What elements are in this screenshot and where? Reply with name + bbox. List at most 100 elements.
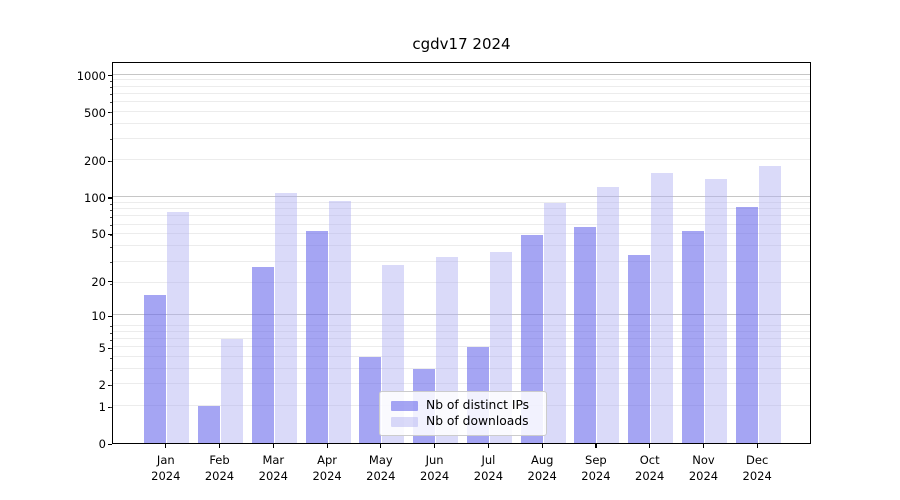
y-minor-tick-mark bbox=[109, 94, 112, 96]
bar-distinct-ips-apr bbox=[305, 231, 328, 443]
x-tick-label-nov: Nov 2024 bbox=[688, 453, 719, 483]
y-minor-tick-mark bbox=[109, 369, 112, 371]
minor-gridline bbox=[113, 100, 810, 102]
bar-distinct-ips-may bbox=[359, 357, 382, 443]
x-tick-mark bbox=[703, 444, 705, 448]
x-tick-label-mar: Mar 2024 bbox=[258, 453, 288, 483]
y-tick-label-100: 100 bbox=[84, 190, 106, 205]
bar-downloads-mar bbox=[274, 193, 297, 443]
bar-downloads-dec bbox=[758, 165, 781, 443]
y-tick-label-1: 1 bbox=[98, 400, 106, 414]
bar-downloads-oct bbox=[651, 173, 674, 443]
x-tick-label-sep: Sep 2024 bbox=[581, 453, 611, 483]
y-minor-tick-mark bbox=[109, 357, 112, 359]
x-tick-mark bbox=[487, 444, 490, 448]
minor-gridline bbox=[113, 110, 810, 112]
x-tick-mark bbox=[434, 444, 436, 448]
y-tick-label-10: 10 bbox=[91, 309, 106, 324]
legend-label-1: Nb of downloads bbox=[426, 414, 529, 428]
x-tick-label-feb: Feb 2024 bbox=[204, 453, 235, 483]
y-minor-tick-mark bbox=[109, 283, 112, 285]
bar-distinct-ips-feb bbox=[198, 406, 220, 443]
legend-label-0: Nb of distinct IPs bbox=[426, 398, 530, 412]
x-tick-mark bbox=[756, 444, 758, 448]
minor-gridline bbox=[113, 346, 810, 348]
y-minor-tick-mark bbox=[109, 112, 112, 114]
minor-gridline bbox=[113, 368, 810, 370]
y-minor-tick-mark bbox=[109, 332, 112, 334]
y-minor-tick-mark bbox=[109, 326, 112, 328]
y-tick-mark bbox=[108, 197, 112, 199]
x-tick-label-aug: Aug 2024 bbox=[527, 453, 557, 483]
minor-gridline bbox=[113, 202, 810, 203]
legend-swatch-1 bbox=[391, 416, 418, 427]
x-tick-mark bbox=[541, 444, 543, 448]
minor-gridline bbox=[113, 122, 810, 124]
minor-gridline bbox=[113, 383, 810, 385]
minor-gridline bbox=[113, 338, 810, 340]
major-gridline bbox=[113, 195, 810, 197]
x-tick-mark bbox=[380, 444, 382, 448]
x-tick-label-jan: Jan 2024 bbox=[151, 453, 181, 483]
bar-distinct-ips-jan bbox=[144, 295, 167, 443]
y-minor-tick-mark bbox=[109, 406, 112, 408]
x-tick-mark bbox=[649, 444, 651, 448]
bar-distinct-ips-nov bbox=[682, 231, 704, 443]
y-minor-tick-mark bbox=[109, 339, 112, 341]
y-tick-label-0: 0 bbox=[98, 437, 106, 451]
x-tick-label-apr: Apr 2024 bbox=[312, 453, 342, 483]
major-gridline bbox=[113, 314, 810, 316]
bar-distinct-ips-sep bbox=[574, 227, 597, 443]
minor-gridline bbox=[113, 233, 810, 235]
legend: Nb of distinct IPs Nb of downloads bbox=[379, 391, 547, 436]
minor-gridline bbox=[113, 215, 810, 217]
plot-area bbox=[112, 62, 811, 444]
y-minor-tick-mark bbox=[109, 87, 112, 89]
x-tick-label-jun: Jun 2024 bbox=[419, 453, 450, 483]
x-tick-label-jul: Jul 2024 bbox=[473, 453, 504, 483]
y-minor-tick-mark bbox=[109, 209, 112, 211]
y-minor-tick-mark bbox=[109, 160, 112, 163]
minor-gridline bbox=[113, 324, 810, 326]
minor-gridline bbox=[113, 208, 810, 210]
y-minor-tick-mark bbox=[109, 80, 112, 82]
legend-item: Nb of downloads bbox=[391, 414, 538, 429]
y-tick-label-50: 50 bbox=[91, 227, 106, 242]
y-tick-mark bbox=[108, 443, 112, 445]
y-minor-tick-mark bbox=[109, 234, 112, 237]
y-tick-mark bbox=[108, 281, 112, 283]
y-minor-tick-mark bbox=[109, 139, 112, 141]
major-gridline bbox=[113, 73, 810, 75]
x-tick-label-may: May 2024 bbox=[366, 453, 396, 483]
x-tick-mark bbox=[326, 444, 328, 448]
minor-gridline bbox=[113, 260, 810, 262]
y-minor-tick-mark bbox=[109, 225, 112, 227]
minor-gridline bbox=[113, 137, 810, 139]
y-tick-label-20: 20 bbox=[91, 274, 106, 289]
legend-swatch-0 bbox=[391, 400, 418, 411]
bar-downloads-jan bbox=[167, 212, 190, 443]
minor-gridline bbox=[113, 245, 810, 247]
bar-distinct-ips-dec bbox=[735, 206, 758, 443]
y-minor-tick-mark bbox=[109, 102, 112, 104]
x-tick-mark bbox=[219, 444, 221, 448]
bar-downloads-apr bbox=[328, 200, 351, 443]
y-tick-label-1000: 1000 bbox=[76, 68, 106, 83]
y-tick-label-5: 5 bbox=[98, 341, 106, 356]
x-tick-label-dec: Dec 2024 bbox=[742, 453, 772, 483]
y-tick-mark bbox=[108, 75, 112, 77]
x-tick-mark bbox=[165, 444, 167, 448]
minor-gridline bbox=[113, 92, 810, 94]
y-minor-tick-mark bbox=[109, 124, 112, 126]
y-tick-label-200: 200 bbox=[84, 154, 106, 169]
bar-downloads-feb bbox=[221, 339, 243, 443]
minor-gridline bbox=[113, 79, 810, 81]
bar-downloads-sep bbox=[597, 186, 620, 443]
bar-distinct-ips-mar bbox=[251, 267, 274, 443]
y-tick-label-500: 500 bbox=[84, 105, 106, 120]
minor-gridline bbox=[113, 85, 810, 87]
x-tick-mark bbox=[272, 444, 274, 448]
bar-distinct-ips-oct bbox=[628, 254, 651, 443]
y-minor-tick-mark bbox=[109, 347, 112, 350]
x-tick-mark bbox=[595, 444, 597, 448]
